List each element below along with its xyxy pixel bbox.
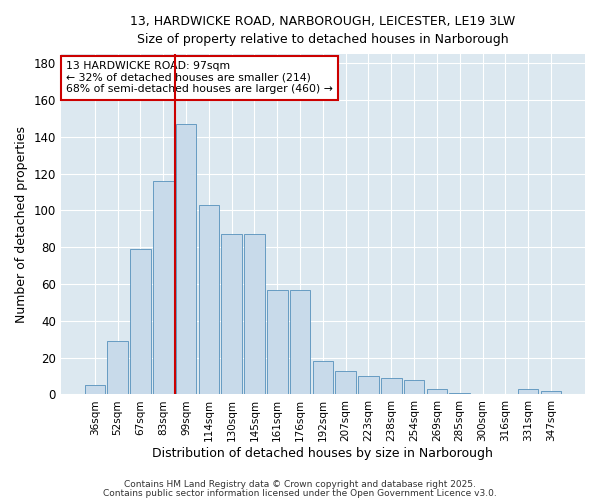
- Bar: [107, 341, 128, 394]
- Bar: [449, 392, 470, 394]
- Bar: [267, 290, 287, 395]
- Bar: [290, 290, 310, 395]
- Y-axis label: Number of detached properties: Number of detached properties: [15, 126, 28, 323]
- Bar: [199, 205, 219, 394]
- Bar: [358, 376, 379, 394]
- Bar: [244, 234, 265, 394]
- Bar: [381, 378, 401, 394]
- Bar: [153, 181, 173, 394]
- Bar: [221, 234, 242, 394]
- Text: 13 HARDWICKE ROAD: 97sqm
← 32% of detached houses are smaller (214)
68% of semi-: 13 HARDWICKE ROAD: 97sqm ← 32% of detach…: [66, 61, 333, 94]
- Bar: [130, 249, 151, 394]
- Bar: [404, 380, 424, 394]
- Bar: [313, 362, 333, 394]
- Text: Contains public sector information licensed under the Open Government Licence v3: Contains public sector information licen…: [103, 488, 497, 498]
- Bar: [85, 386, 105, 394]
- Bar: [541, 391, 561, 394]
- Bar: [335, 370, 356, 394]
- Bar: [427, 389, 447, 394]
- Bar: [176, 124, 196, 394]
- X-axis label: Distribution of detached houses by size in Narborough: Distribution of detached houses by size …: [152, 447, 493, 460]
- Text: Contains HM Land Registry data © Crown copyright and database right 2025.: Contains HM Land Registry data © Crown c…: [124, 480, 476, 489]
- Bar: [518, 389, 538, 394]
- Title: 13, HARDWICKE ROAD, NARBOROUGH, LEICESTER, LE19 3LW
Size of property relative to: 13, HARDWICKE ROAD, NARBOROUGH, LEICESTE…: [130, 15, 515, 46]
